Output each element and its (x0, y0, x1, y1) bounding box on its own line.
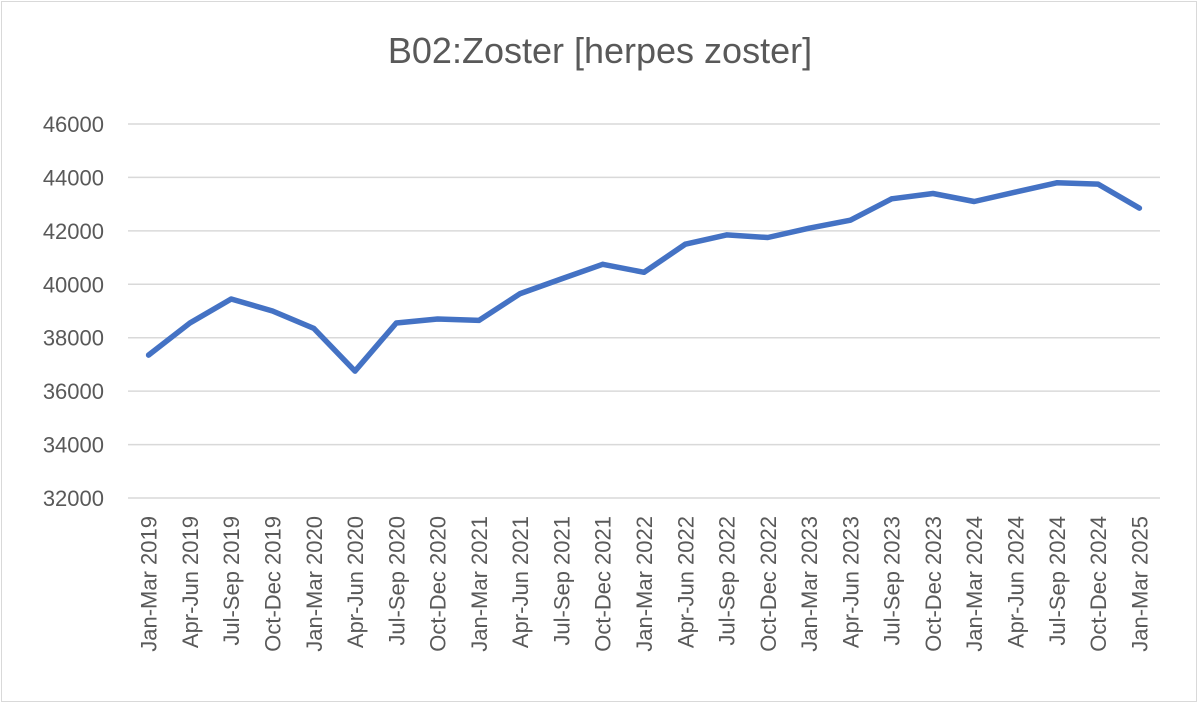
data-point (682, 241, 688, 247)
y-axis-tick-labels: 32000 34000 36000 38000 40000 42000 44000 46000 (43, 112, 104, 511)
data-point (1095, 181, 1101, 187)
data-point (1013, 189, 1019, 195)
x-tick-label: Apr-Jun 2020 (343, 516, 368, 648)
y-tick-label: 32000 (43, 486, 104, 511)
data-point (269, 308, 275, 314)
x-tick-label: Apr-Jun 2022 (673, 516, 698, 648)
series-line (145, 180, 1143, 374)
data-point (641, 269, 647, 275)
x-tick-label: Jan-Mar 2019 (137, 516, 162, 652)
data-point (600, 261, 606, 267)
data-point (435, 316, 441, 322)
data-point (311, 325, 317, 331)
x-tick-label: Jul-Sep 2020 (384, 516, 409, 646)
data-point (1136, 205, 1142, 211)
y-tick-label: 38000 (43, 326, 104, 351)
data-point (724, 232, 730, 238)
x-tick-label: Oct-Dec 2023 (921, 516, 946, 652)
x-tick-label: Apr-Jun 2023 (838, 516, 863, 648)
data-point (187, 320, 193, 326)
gridlines (128, 123, 1160, 499)
series-lines (145, 180, 1143, 374)
data-point (889, 196, 895, 202)
x-tick-label: Jul-Sep 2019 (219, 516, 244, 646)
x-tick-label: Jan-Mar 2025 (1127, 516, 1152, 652)
y-tick-label: 36000 (43, 379, 104, 404)
x-tick-label: Apr-Jun 2019 (178, 516, 203, 648)
data-point (930, 190, 936, 196)
y-tick-label: 40000 (43, 272, 104, 297)
data-point (228, 296, 234, 302)
x-tick-label: Jan-Mar 2022 (632, 516, 657, 652)
x-tick-label: Jul-Sep 2022 (715, 516, 740, 646)
x-tick-label: Oct-Dec 2019 (260, 516, 285, 652)
y-tick-label: 46000 (43, 112, 104, 137)
x-tick-label: Apr-Jun 2021 (508, 516, 533, 648)
data-point (476, 317, 482, 323)
data-point (765, 235, 771, 241)
x-tick-label: Oct-Dec 2022 (756, 516, 781, 652)
data-point (352, 368, 358, 374)
data-point (517, 291, 523, 297)
x-tick-label: Jul-Sep 2021 (549, 516, 574, 646)
x-tick-label: Oct-Dec 2020 (426, 516, 451, 652)
x-tick-label: Jan-Mar 2023 (797, 516, 822, 652)
y-tick-label: 44000 (43, 165, 104, 190)
x-tick-label: Jan-Mar 2021 (467, 516, 492, 652)
x-axis-tick-labels: Jan-Mar 2019 Apr-Jun 2019 Jul-Sep 2019 Oct-… (137, 516, 1153, 652)
data-point (393, 320, 399, 326)
y-tick-label: 42000 (43, 219, 104, 244)
x-tick-label: Jan-Mar 2024 (962, 516, 987, 652)
x-tick-label: Apr-Jun 2024 (1004, 516, 1029, 648)
data-point (558, 276, 564, 282)
x-tick-label: Oct-Dec 2024 (1086, 516, 1111, 652)
data-point (847, 217, 853, 223)
y-tick-label: 34000 (43, 433, 104, 458)
x-tick-label: Jul-Sep 2024 (1045, 516, 1070, 646)
x-tick-label: Oct-Dec 2021 (591, 516, 616, 652)
chart-title: B02:Zoster [herpes zoster] (387, 30, 813, 71)
x-tick-label: Jan-Mar 2020 (302, 516, 327, 652)
x-tick-label: Jul-Sep 2023 (880, 516, 905, 646)
data-point (1054, 180, 1060, 186)
data-point (806, 225, 812, 231)
data-point (146, 352, 152, 358)
data-point (971, 198, 977, 204)
